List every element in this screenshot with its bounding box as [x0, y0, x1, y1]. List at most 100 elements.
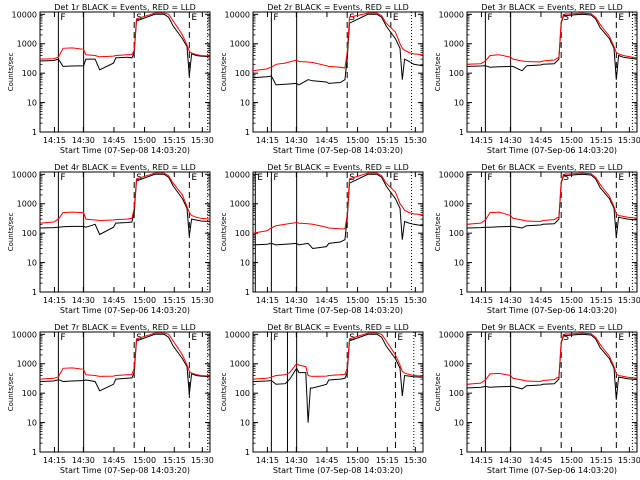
x-tick-label: 14:45: [315, 136, 338, 145]
phase-marker-label: E: [257, 173, 263, 183]
events-series-line: [40, 333, 210, 395]
events-series-line: [40, 13, 210, 77]
chart-title: Det 6r BLACK = Events, RED = LLD: [481, 163, 623, 172]
chart-title: Det 5r BLACK = Events, RED = LLD: [267, 163, 409, 172]
x-tick-label: 14:30: [72, 296, 95, 305]
y-tick-label: 1: [459, 288, 464, 297]
y-tick-label: 100: [22, 69, 37, 78]
x-tick-label: 14:30: [285, 456, 308, 465]
phase-marker-label: E: [191, 173, 197, 183]
phase-marker-label: E: [618, 173, 624, 183]
phase-marker-label: F: [273, 13, 278, 23]
lld-series-line: [467, 172, 637, 225]
x-tick-label: 15:15: [376, 296, 399, 305]
y-tick-label: 100: [22, 229, 37, 238]
x-tick-label: 15:00: [346, 296, 369, 305]
phase-marker-label: E: [191, 13, 197, 23]
x-tick-label: 14:15: [256, 456, 279, 465]
x-tick-label: 15:15: [163, 136, 186, 145]
phase-marker-label: S: [563, 173, 569, 183]
plot-frame: [466, 331, 638, 453]
x-tick-label: 14:45: [102, 296, 125, 305]
x-tick-label: 15:00: [346, 456, 369, 465]
y-tick-label: 1: [32, 128, 37, 137]
x-axis-label: Start Time (07-Sep-06 14:03:20): [60, 306, 190, 315]
chart-panel-9: 1 10 100 1000 10000 14:15 14:30 14:45 15:00 15:15…: [434, 323, 640, 475]
y-tick-label: 10: [27, 99, 37, 108]
x-tick-label: 14:15: [43, 136, 66, 145]
y-tick-label: 100: [235, 389, 250, 398]
x-tick-label: 15:15: [590, 296, 613, 305]
phase-marker-label: F: [487, 173, 492, 183]
y-tick-label: 10000: [439, 330, 464, 339]
x-tick-label: 14:45: [529, 456, 552, 465]
x-tick-label: 15:15: [590, 136, 613, 145]
chart-title: Det 2r BLACK = Events, RED = LLD: [267, 3, 409, 12]
x-axis-label: Start Time (07-Sep-08 14:03:20): [273, 146, 403, 155]
y-tick-label: 1000: [230, 40, 250, 49]
phase-marker-label: S: [563, 13, 569, 23]
chart-panel-3: 1 10 100 1000 10000 14:15 14:30 14:45 15:00 15:15…: [434, 3, 640, 155]
x-tick-label: 15:15: [376, 456, 399, 465]
x-tick-label: 14:30: [72, 456, 95, 465]
phase-marker-label: E: [393, 13, 399, 23]
y-tick-label: 10: [27, 259, 37, 268]
x-tick-label: 14:45: [315, 296, 338, 305]
lld-series-line: [467, 12, 637, 65]
x-tick-label: 14:45: [102, 136, 125, 145]
phase-marker-label: E: [618, 13, 624, 23]
phase-marker-label: F: [273, 333, 278, 343]
y-tick-label: 10: [454, 99, 464, 108]
x-axis-label: Start Time (07-Sep-08 14:03:20): [273, 306, 403, 315]
x-tick-label: 15:15: [163, 456, 186, 465]
chart-panel-4: 1 10 100 1000 10000 14:15 14:30 14:45 15:00 15:15…: [7, 163, 214, 315]
y-tick-label: 100: [22, 389, 37, 398]
phase-marker-label: F: [487, 13, 492, 23]
chart-panel-7: 1 10 100 1000 10000 14:15 14:30 14:45 15:00 15:15…: [7, 323, 214, 475]
x-tick-label: 15:30: [618, 456, 640, 465]
y-axis-label: Counts/sec: [220, 53, 228, 92]
y-axis-label: Counts/sec: [7, 213, 15, 252]
x-tick-label: 14:30: [285, 296, 308, 305]
y-axis-label: Counts/sec: [434, 213, 442, 252]
chart-title: Det 8r BLACK = Events, RED = LLD: [267, 323, 409, 332]
chart-title: Det 3r BLACK = Events, RED = LLD: [481, 3, 623, 12]
x-tick-label: 15:15: [590, 456, 613, 465]
phase-marker-label: F: [60, 333, 65, 343]
y-tick-label: 10: [27, 419, 37, 428]
y-tick-label: 1000: [444, 360, 464, 369]
y-tick-label: 10: [454, 419, 464, 428]
y-tick-label: 1000: [444, 40, 464, 49]
y-tick-label: 1000: [17, 200, 37, 209]
lld-series-line: [253, 332, 423, 380]
x-tick-label: 15:00: [133, 136, 156, 145]
x-tick-label: 15:30: [404, 456, 427, 465]
y-tick-label: 100: [449, 389, 464, 398]
y-tick-label: 100: [235, 229, 250, 238]
chart-title: Det 1r BLACK = Events, RED = LLD: [54, 3, 196, 12]
plot-frame: [466, 11, 638, 133]
phase-marker-label: F: [273, 173, 278, 183]
x-axis-label: Start Time (07-Sep-06 14:03:20): [487, 466, 617, 475]
y-tick-label: 10000: [225, 10, 250, 19]
x-tick-label: 15:30: [404, 296, 427, 305]
chart-panel-5: 1 10 100 1000 10000 14:15 14:30 14:45 15:00 15:15…: [220, 163, 427, 315]
x-tick-label: 14:45: [102, 456, 125, 465]
x-tick-label: 15:00: [133, 456, 156, 465]
y-tick-label: 1: [459, 128, 464, 137]
y-tick-label: 100: [449, 69, 464, 78]
y-tick-label: 10000: [225, 170, 250, 179]
y-tick-label: 1000: [17, 360, 37, 369]
y-tick-label: 10000: [439, 170, 464, 179]
phase-marker-label: E: [393, 173, 399, 183]
x-tick-label: 15:30: [618, 136, 640, 145]
x-tick-label: 14:15: [470, 136, 493, 145]
y-tick-label: 10: [240, 99, 250, 108]
x-tick-label: 14:30: [499, 456, 522, 465]
x-tick-label: 15:30: [191, 296, 214, 305]
plot-frame: [252, 171, 424, 293]
x-tick-label: 14:30: [499, 136, 522, 145]
events-series-line: [253, 13, 423, 86]
y-tick-label: 10000: [12, 330, 37, 339]
